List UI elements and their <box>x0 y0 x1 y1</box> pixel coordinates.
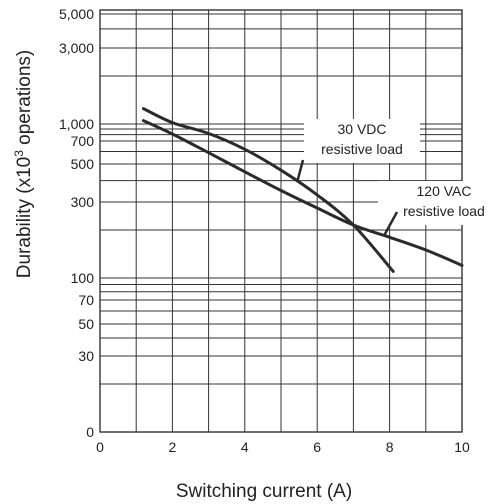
x-axis-title: Switching current (A) <box>176 481 352 502</box>
series-annotation-label: 120 VAC <box>417 183 472 199</box>
series-annotation-label: resistive load <box>403 203 485 219</box>
y-tick-label: 70 <box>78 292 94 308</box>
y-tick-label: 1,000 <box>59 116 94 132</box>
annotation-leader-line <box>296 159 305 182</box>
y-tick-label: 30 <box>78 348 94 364</box>
y-tick-label: 500 <box>71 156 95 172</box>
y-axis-title: Durability (x103 operations) <box>12 50 35 278</box>
series-lines <box>141 107 464 273</box>
series-line-30vdc <box>141 107 395 273</box>
y-tick-label: 0 <box>86 424 94 440</box>
x-tick-label: 4 <box>241 439 249 455</box>
annotations: 30 VDC resistive load 120 VAC resistive loa… <box>296 119 499 237</box>
y-tick-label: 700 <box>71 133 95 149</box>
x-tick-label: 2 <box>169 439 177 455</box>
grid <box>99 9 463 433</box>
y-tick-label: 300 <box>71 194 95 210</box>
annotation-leader-line <box>383 211 399 237</box>
x-tick-label: 10 <box>454 439 470 455</box>
x-tick-label: 0 <box>96 439 104 455</box>
x-tick-label: 8 <box>386 439 394 455</box>
series-annotation-label: resistive load <box>321 141 403 157</box>
series-line-120vac <box>141 119 464 267</box>
x-tick-labels: 0 2 4 6 8 10 <box>96 439 470 455</box>
annotation-background <box>378 181 499 225</box>
y-tick-label: 3,000 <box>59 40 94 56</box>
x-tick-label: 6 <box>313 439 321 455</box>
y-tick-label: 5,000 <box>59 6 94 22</box>
series-annotation-label: 30 VDC <box>337 121 386 137</box>
y-tick-label: 50 <box>78 316 94 332</box>
annotation-background <box>304 119 420 163</box>
y-tick-label: 100 <box>71 270 95 286</box>
